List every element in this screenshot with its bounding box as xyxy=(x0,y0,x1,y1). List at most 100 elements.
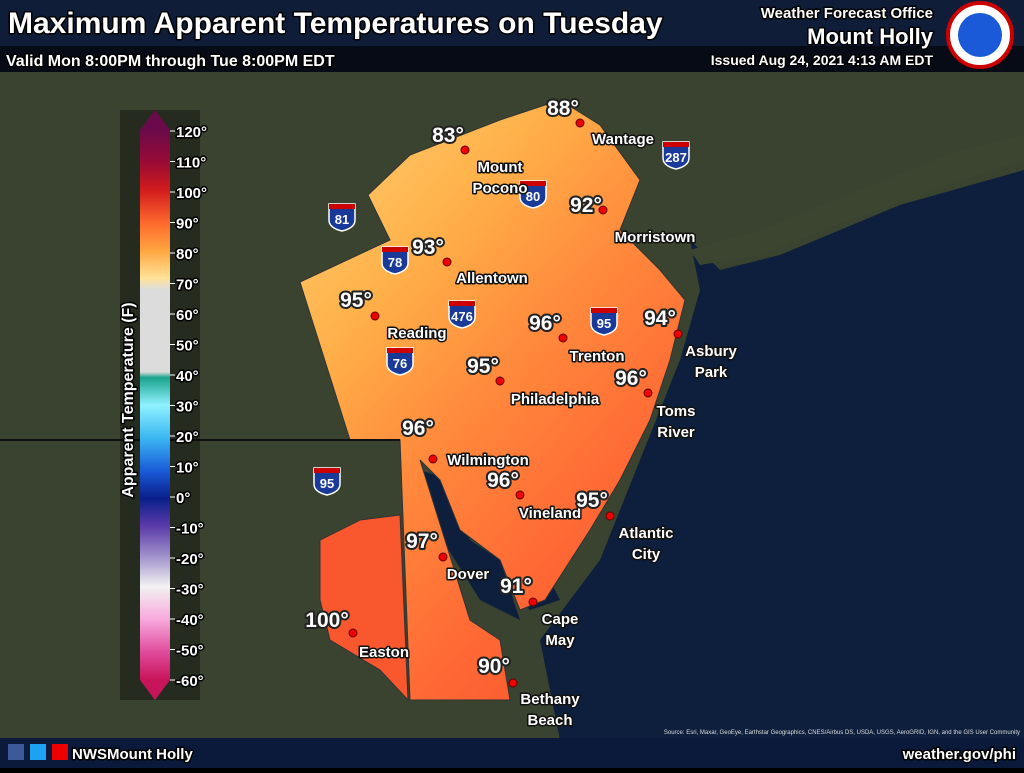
city-temperature: 94° xyxy=(644,307,676,330)
legend-tick-label: 10° xyxy=(176,460,199,477)
interstate-shield-top xyxy=(591,308,617,313)
interstate-shield xyxy=(313,467,341,496)
city-name: Cape xyxy=(542,611,579,628)
facebook-icon[interactable] xyxy=(8,744,24,760)
city-dot xyxy=(558,333,568,343)
legend-tick-label: -20° xyxy=(176,551,204,568)
city-dot xyxy=(598,205,608,215)
interstate-number: 476 xyxy=(451,309,473,324)
subtitle-bar xyxy=(0,46,1024,72)
city-temperature: 95° xyxy=(340,289,372,312)
footer-bar xyxy=(0,738,1024,768)
city-temperature: 100° xyxy=(305,609,348,632)
office-label: Weather Forecast Office xyxy=(761,5,933,22)
city-name: Trenton xyxy=(570,348,625,365)
source: Source: Esri, Maxar, GeoEye, Earthstar G… xyxy=(664,730,1020,736)
interstate-shield-top xyxy=(449,301,475,306)
city-dot xyxy=(370,311,380,321)
legend-arrow-top xyxy=(140,110,170,130)
legend-tick-label: 110° xyxy=(176,155,206,172)
city-dot xyxy=(673,329,683,339)
legend-tick-label: 80° xyxy=(176,246,199,263)
city-temperature: 91° xyxy=(500,575,532,598)
city-name: Allentown xyxy=(456,270,528,287)
interstate-shield-top xyxy=(314,468,340,473)
city-name: Easton xyxy=(359,644,409,661)
city-name: Philadelphia xyxy=(511,391,600,408)
legend-tick-label: 0° xyxy=(176,490,190,507)
city-temperature: 96° xyxy=(615,367,647,390)
interstate-number: 78 xyxy=(388,255,402,270)
interstate-shield xyxy=(328,203,356,232)
legend-tick-label: 120° xyxy=(176,124,207,141)
city-temperature: 93° xyxy=(412,236,444,259)
interstate-number: 80 xyxy=(526,189,540,204)
account[interactable]: NWSMount Holly xyxy=(71,745,195,765)
legend-tick-label: 50° xyxy=(176,338,199,355)
city-dot xyxy=(460,145,470,155)
interstate-shield xyxy=(448,300,476,329)
issued: Issued Aug 24, 2021 4:13 AM EDT xyxy=(711,52,934,68)
city-temperature: 97° xyxy=(406,530,438,553)
interstate-shield-top xyxy=(382,247,408,252)
legend-title: Apparent Temperature (F) xyxy=(120,302,137,497)
youtube-icon[interactable] xyxy=(52,744,68,760)
city-temperature: 95° xyxy=(576,489,608,512)
interstate-shield xyxy=(386,347,414,376)
city-temperature: 83° xyxy=(432,124,464,147)
city-name: City xyxy=(632,546,661,563)
city-dot xyxy=(348,628,358,638)
legend-tick-label: 30° xyxy=(176,399,199,416)
legend-scale xyxy=(140,130,170,680)
legend-tick-label: -50° xyxy=(176,643,204,660)
interstate-number: 76 xyxy=(393,356,407,371)
legend-tick-label: 40° xyxy=(176,368,199,385)
interstate-shield-top xyxy=(387,348,413,353)
legend-tick-label: -40° xyxy=(176,612,204,629)
city-temperature: 90° xyxy=(478,655,510,678)
interstate-shield xyxy=(590,307,618,336)
city-name: Wantage xyxy=(592,131,654,148)
legend-tick-label: 100° xyxy=(176,185,207,202)
legend-tick-label: 90° xyxy=(176,216,199,233)
city-name: May xyxy=(545,632,575,649)
interstate-number: 287 xyxy=(665,150,687,165)
website[interactable]: weather.gov/phi xyxy=(900,745,1017,765)
interstate-number: 95 xyxy=(320,476,334,491)
interstate-shield-top xyxy=(520,181,546,186)
city-temperature: 96° xyxy=(402,417,434,440)
city-name: Park xyxy=(695,364,728,381)
twitter-icon[interactable] xyxy=(30,744,46,760)
city-name: Toms xyxy=(657,403,696,420)
interstate-shield xyxy=(662,141,690,170)
nws-logo-inner xyxy=(958,13,1002,57)
city-dot xyxy=(495,376,505,386)
city-name: River xyxy=(657,424,695,441)
city-name: Vineland xyxy=(519,505,581,522)
office-name: Mount Holly xyxy=(807,24,934,49)
city-name: Morristown xyxy=(615,229,696,246)
city-dot xyxy=(438,552,448,562)
city-name: Reading xyxy=(387,325,446,342)
city-name: Bethany xyxy=(520,691,580,708)
interstate-shield-top xyxy=(663,142,689,147)
city-dot xyxy=(515,490,525,500)
city-temperature: 96° xyxy=(529,312,561,335)
legend-tick-label: 60° xyxy=(176,307,199,324)
city-name: Beach xyxy=(527,712,572,729)
subtitle: Valid Mon 8:00PM through Tue 8:00PM EDT xyxy=(6,53,335,70)
city-dot xyxy=(428,454,438,464)
city-dot xyxy=(575,118,585,128)
legend-tick-label: 70° xyxy=(176,277,199,294)
interstate-shield-top xyxy=(329,204,355,209)
title: Maximum Apparent Temperatures on Tuesday xyxy=(8,7,663,40)
city-dot xyxy=(528,597,538,607)
city-name: Mount xyxy=(478,159,523,176)
interstate-shield xyxy=(519,180,547,209)
city-dot xyxy=(605,511,615,521)
ocean xyxy=(540,170,1024,740)
legend-tick-label: -60° xyxy=(176,673,204,690)
long-island xyxy=(690,135,1024,265)
city-dot xyxy=(442,257,452,267)
